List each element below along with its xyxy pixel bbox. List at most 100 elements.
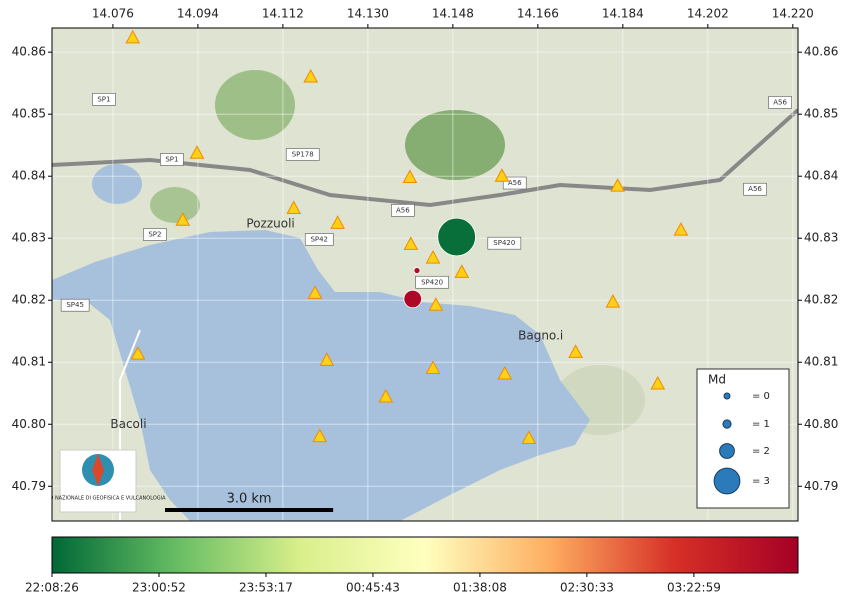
- road-label: A56: [748, 185, 762, 193]
- station: [307, 285, 323, 299]
- event: [437, 217, 476, 257]
- legend-box: [696, 368, 790, 509]
- station: [605, 294, 621, 308]
- y-tick-label: 40.85: [12, 107, 46, 121]
- legend-label: = 3: [752, 476, 770, 487]
- y-tick-label: 40.80: [12, 417, 46, 431]
- legend-title: Md: [708, 373, 726, 387]
- y-tick-label: 40.85: [804, 107, 838, 121]
- station: [650, 375, 666, 390]
- road-shield: [487, 236, 522, 250]
- x-tick-label: 14.076: [92, 7, 134, 21]
- road-label: A56: [396, 206, 410, 214]
- station: [673, 222, 689, 236]
- station: [303, 68, 319, 83]
- station: [319, 352, 335, 366]
- y-tick-label: 40.84: [804, 169, 838, 183]
- station: [568, 344, 583, 358]
- y-tick-label: 40.83: [12, 231, 46, 245]
- road-shield: [60, 298, 90, 312]
- legend-symbol: [719, 443, 735, 459]
- scale-bar-label: 3.0 km: [227, 492, 272, 507]
- road-shield: [768, 96, 792, 109]
- crater: [150, 187, 200, 223]
- station: [286, 200, 302, 214]
- road-shield: [285, 148, 320, 161]
- station: [175, 212, 191, 226]
- road-label: SP45: [66, 301, 84, 309]
- road-shield: [160, 153, 184, 166]
- y-tick-label: 40.79: [804, 479, 838, 493]
- legend-symbol: [723, 392, 731, 400]
- road-label: SP1: [165, 155, 178, 163]
- roads: SP1 SP1 SP178 SP2 SP42 A56 A56 A56 A56 SP420 SP420…: [60, 93, 792, 431]
- legend-label: = 2: [752, 446, 770, 457]
- x-tick-label: 14.148: [432, 7, 474, 21]
- basemap: SP1 SP1 SP178 SP2 SP42 A56 A56 A56 A56 SP420 SP420…: [30, 28, 798, 521]
- legend: Md = 0 = 1 = 2 = 3: [696, 368, 790, 509]
- event: [403, 289, 422, 309]
- road-shield: [743, 182, 767, 196]
- station: [428, 297, 444, 311]
- station: [402, 169, 418, 183]
- crater: [405, 110, 505, 180]
- road-label: SP2: [148, 231, 161, 239]
- station: [425, 360, 441, 374]
- road-label: SP178: [292, 151, 314, 159]
- station: [189, 145, 205, 159]
- x-tick-label: 14.094: [177, 7, 219, 21]
- road-shield: [143, 228, 167, 241]
- station: [330, 215, 345, 229]
- x-tick-label: 14.112: [262, 7, 304, 21]
- road-label: SP420: [493, 239, 515, 247]
- legend-symbol: [722, 419, 732, 429]
- road-shield: [391, 204, 415, 217]
- road-label: A56: [508, 179, 522, 187]
- legend-label: = 1: [752, 419, 770, 430]
- station: [312, 428, 328, 443]
- road-label: SP42: [310, 235, 328, 243]
- station: [454, 264, 470, 278]
- station: [494, 168, 510, 182]
- y-tick-label: 40.82: [804, 293, 838, 307]
- colorbar-tick-label: 03:22:59: [667, 581, 721, 595]
- colorbar-tick-label: 22:08:26: [25, 581, 79, 595]
- legend-symbol: [713, 467, 741, 495]
- road-label: A56: [773, 98, 787, 106]
- lake: [92, 164, 142, 204]
- y-tick-label: 40.81: [12, 355, 46, 369]
- station: [425, 250, 441, 264]
- y-tick-label: 40.83: [804, 231, 838, 245]
- colorbar-tick-label: 02:30:33: [560, 581, 614, 595]
- marks: [125, 29, 689, 445]
- logo-text: ISTITUTO NAZIONALE DI GEOFISICA E VULCAN…: [30, 496, 166, 502]
- map-frame: [51, 27, 799, 522]
- road-label: SP420: [421, 278, 443, 286]
- legend-label: = 0: [752, 391, 770, 402]
- x-tick-label: 14.220: [772, 7, 814, 21]
- y-tick-label: 40.80: [804, 417, 838, 431]
- logo-mark: [92, 454, 104, 486]
- colorbar-tick-label: 23:00:52: [132, 581, 186, 595]
- station: [403, 236, 419, 250]
- y-tick-label: 40.86: [12, 45, 46, 59]
- road-label: SP1: [97, 95, 110, 103]
- road-shield: [502, 176, 527, 190]
- y-tick-label: 40.84: [12, 169, 46, 183]
- y-tick-label: 40.82: [12, 293, 46, 307]
- station: [125, 29, 141, 44]
- y-tick-label: 40.81: [804, 355, 838, 369]
- sea: [52, 230, 590, 521]
- colorbar-tick-label: 01:38:08: [453, 581, 507, 595]
- station: [497, 365, 513, 380]
- x-tick-label: 14.184: [602, 7, 644, 21]
- colorbar: [51, 536, 799, 574]
- station: [378, 388, 394, 403]
- crater: [215, 70, 295, 140]
- x-tick-label: 14.166: [517, 7, 559, 21]
- event: [413, 267, 421, 274]
- x-tick-label: 14.202: [687, 7, 729, 21]
- place-label: Pozzuoli: [246, 216, 294, 230]
- highway: [52, 108, 798, 208]
